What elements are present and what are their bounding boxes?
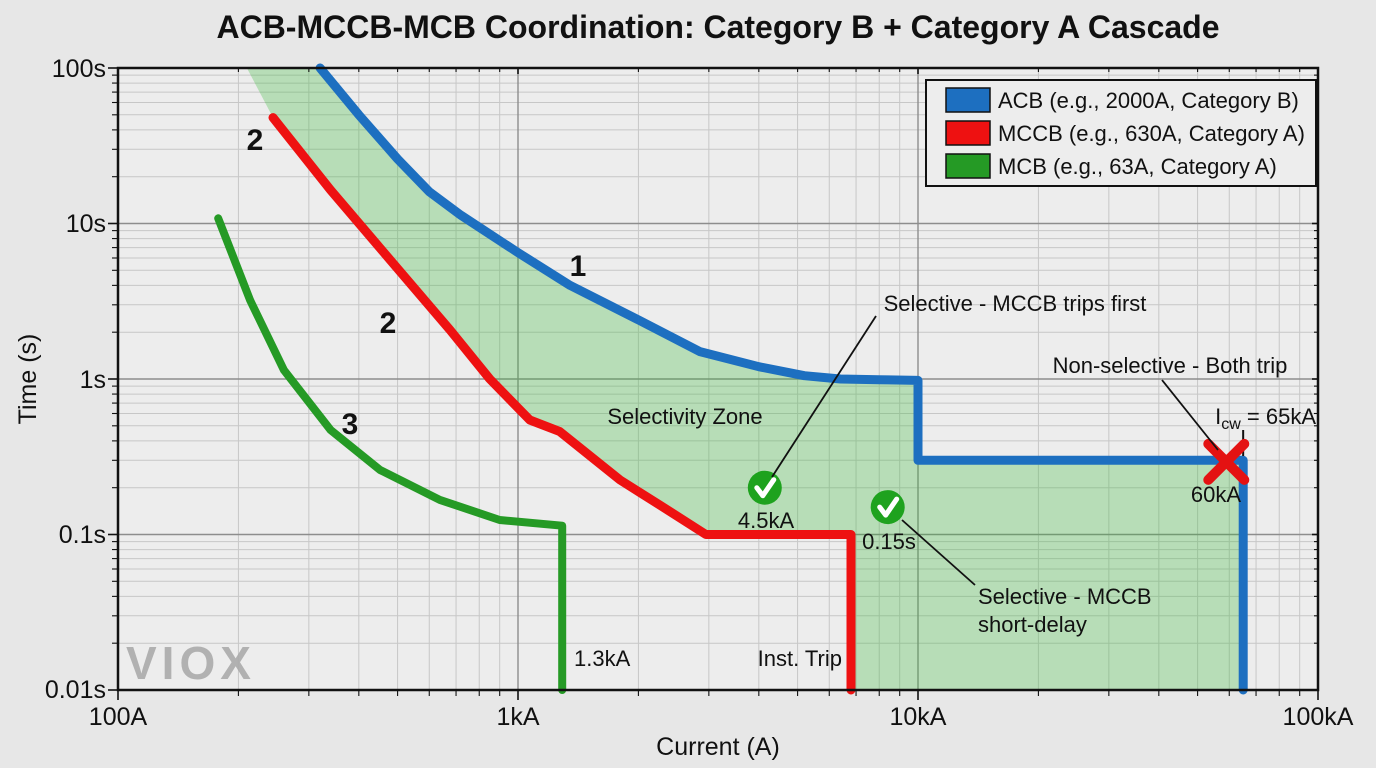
icw-value: = 65kA [1241,404,1317,429]
curve-label-2-mid: 2 [380,307,397,340]
non-selective-label: Non-selective - Both trip [1053,353,1288,378]
check-marker [747,470,782,505]
label-0-15s: 0.15s [862,529,916,554]
legend-swatch-acb [945,87,991,113]
icw-label: Icw = 65kA [1215,404,1316,433]
y-axis-title: Time (s) [14,334,42,425]
y-tick-label: 0.01s [45,676,106,704]
y-tick-label: 100s [52,55,106,83]
plot-border [116,66,1320,692]
icw-prefix: I [1215,404,1221,429]
curve-label-2-top: 2 [247,124,264,157]
icw-subscript: cw [1221,416,1241,433]
x-axis-title: Current (A) [656,733,780,761]
cross-stroke [1203,438,1250,485]
legend: ACB (e.g., 2000A, Category B) MCCB (e.g.… [925,79,1317,187]
selectivity-zone-label: Selectivity Zone [607,404,762,429]
x-tick-label: 100kA [1283,703,1354,731]
legend-label-mcb: MCB (e.g., 63A, Category A) [998,154,1277,179]
selectivity-zone-fill [246,68,1244,690]
legend-label-mccb: MCCB (e.g., 630A, Category A) [998,121,1305,146]
legend-swatch-mcb [945,153,991,179]
check-glyph [754,477,777,499]
selective-trips-first-label: Selective - MCCB trips first [884,291,1147,316]
curve-mcb [214,214,567,694]
curve-mccb [268,113,856,695]
selective-short-delay-line2: short-delay [978,612,1087,637]
curve-acb [315,63,1248,695]
x-tick-label: 1kA [496,703,539,731]
y-tick-label: 0.1s [59,521,106,549]
label-1-3ka: 1.3kA [574,646,631,671]
y-tick-label: 10s [66,210,106,238]
label-inst-trip: Inst. Trip [758,646,842,671]
curve-label-3: 3 [342,408,359,441]
leader-non-selective [1161,379,1219,451]
text-layer: ACB-MCCB-MCB Coordination: Category B + … [14,9,1354,761]
legend-box [925,79,1317,187]
check-circle [870,490,905,525]
legend-label-acb: ACB (e.g., 2000A, Category B) [998,88,1299,113]
cross-marker [1203,438,1250,485]
y-tick-label: 1s [80,366,106,394]
x-tick-label: 100A [89,703,148,731]
check-circle [747,470,782,505]
leader-selective-trips-first [771,315,877,478]
chart-title: ACB-MCCB-MCB Coordination: Category B + … [216,9,1219,45]
label-4-5ka: 4.5kA [738,508,795,533]
viox-watermark: VIOX [126,637,256,689]
legend-swatch-mccb [945,120,991,146]
leader-selective-short-delay [901,519,976,586]
check-glyph [877,496,900,518]
check-marker [870,490,905,525]
curve-label-1: 1 [570,250,587,283]
label-60ka: 60kA [1191,482,1241,507]
x-tick-label: 10kA [890,703,947,731]
selective-short-delay-line1: Selective - MCCB [978,584,1152,609]
